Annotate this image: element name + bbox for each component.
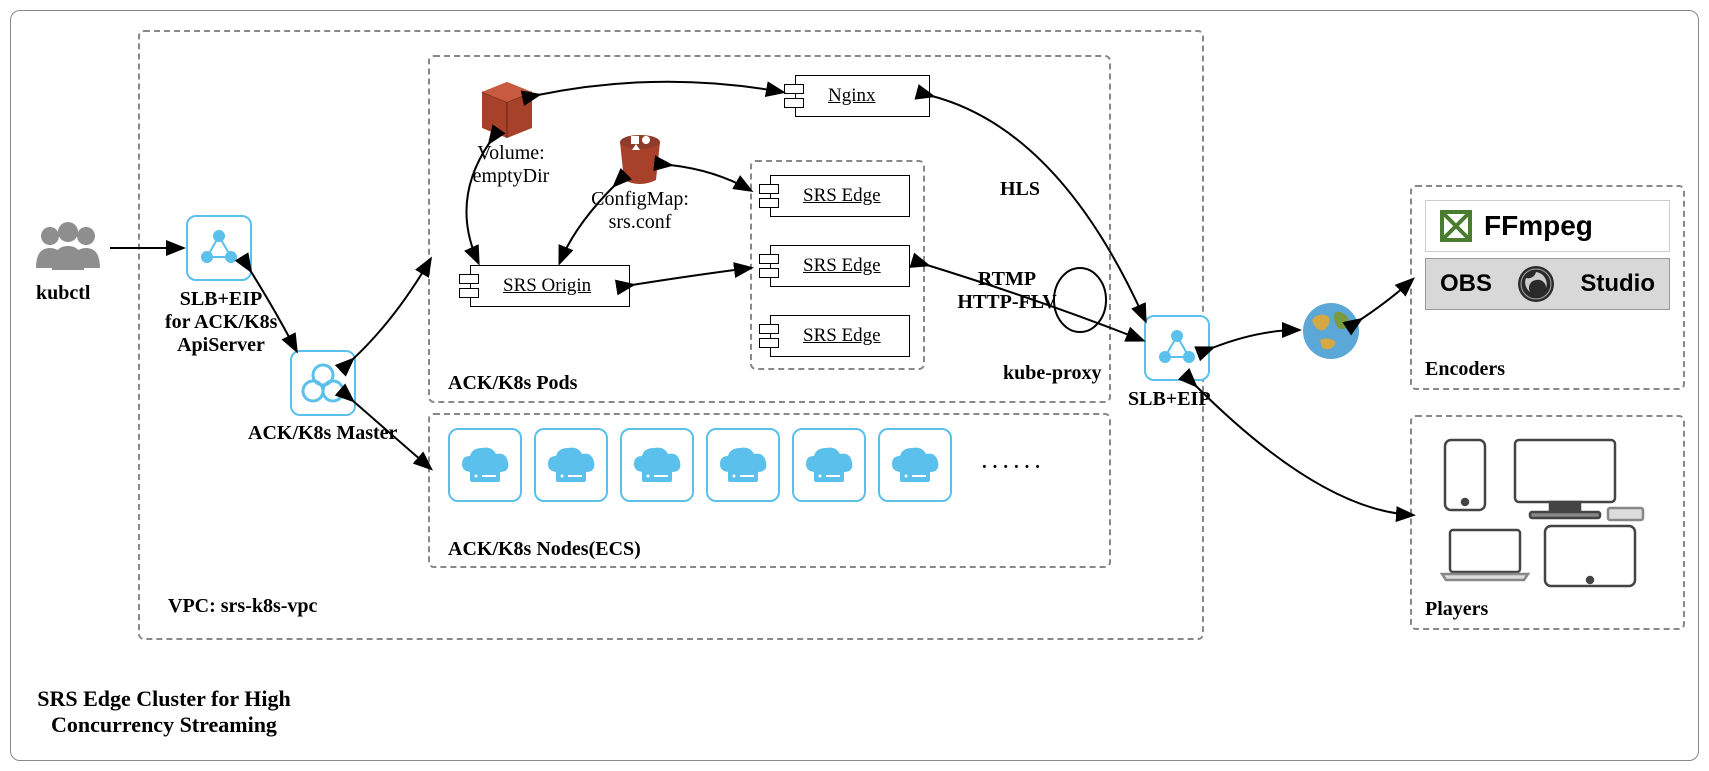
node-icon [448, 428, 522, 502]
volume-icon [478, 78, 536, 140]
pods-label: ACK/K8s Pods [448, 372, 577, 395]
srs-edge-box-2: SRS Edge [770, 245, 910, 287]
globe-icon [1300, 300, 1362, 362]
rtmp-label: RTMP HTTP-FLV [952, 268, 1062, 314]
srs-edge-label-2: SRS Edge [803, 255, 881, 277]
ffmpeg-label: FFmpeg [1484, 210, 1593, 242]
slb-eip-label: SLB+EIP [1128, 388, 1211, 411]
configmap-icon [612, 130, 668, 186]
master-label: ACK/K8s Master [248, 422, 397, 445]
obs-box: OBS Studio [1425, 258, 1670, 310]
players-label: Players [1425, 598, 1488, 621]
srs-edge-label-3: SRS Edge [803, 325, 881, 347]
srs-edge-box-1: SRS Edge [770, 175, 910, 217]
diagram-title: SRS Edge Cluster for High Concurrency St… [34, 686, 294, 738]
node-icon [620, 428, 694, 502]
node-icon [706, 428, 780, 502]
players-devices-icon [1430, 430, 1670, 590]
nginx-label: Nginx [828, 85, 876, 107]
kube-proxy-label: kube-proxy [1003, 362, 1102, 385]
srs-edge-label-1: SRS Edge [803, 185, 881, 207]
volume-label: Volume: emptyDir [466, 142, 556, 188]
obs-label-2: Studio [1580, 270, 1655, 298]
node-icon [792, 428, 866, 502]
ffmpeg-icon [1438, 208, 1474, 244]
vpc-label: VPC: srs-k8s-vpc [168, 595, 317, 618]
srs-origin-box: SRS Origin [470, 265, 630, 307]
obs-icon [1516, 264, 1556, 304]
ffmpeg-box: FFmpeg [1425, 200, 1670, 252]
slb-api-label: SLB+EIP for ACK/K8s ApiServer [165, 288, 277, 357]
srs-edge-box-3: SRS Edge [770, 315, 910, 357]
hls-label: HLS [1000, 178, 1040, 201]
configmap-label: ConfigMap: srs.conf [590, 188, 690, 234]
nodes-ellipsis: ······ [980, 452, 1044, 482]
nodes-label: ACK/K8s Nodes(ECS) [448, 538, 641, 561]
obs-label-1: OBS [1440, 270, 1492, 298]
slb-eip-icon [1144, 315, 1210, 381]
kubectl-label: kubctl [36, 282, 90, 305]
encoders-label: Encoders [1425, 358, 1505, 381]
node-icons-row [448, 428, 952, 502]
node-icon [534, 428, 608, 502]
slb-api-icon [186, 215, 252, 281]
srs-origin-label: SRS Origin [503, 275, 591, 297]
nginx-box: Nginx [795, 75, 930, 117]
master-icon [290, 350, 356, 416]
people-icon [28, 218, 108, 278]
node-icon [878, 428, 952, 502]
